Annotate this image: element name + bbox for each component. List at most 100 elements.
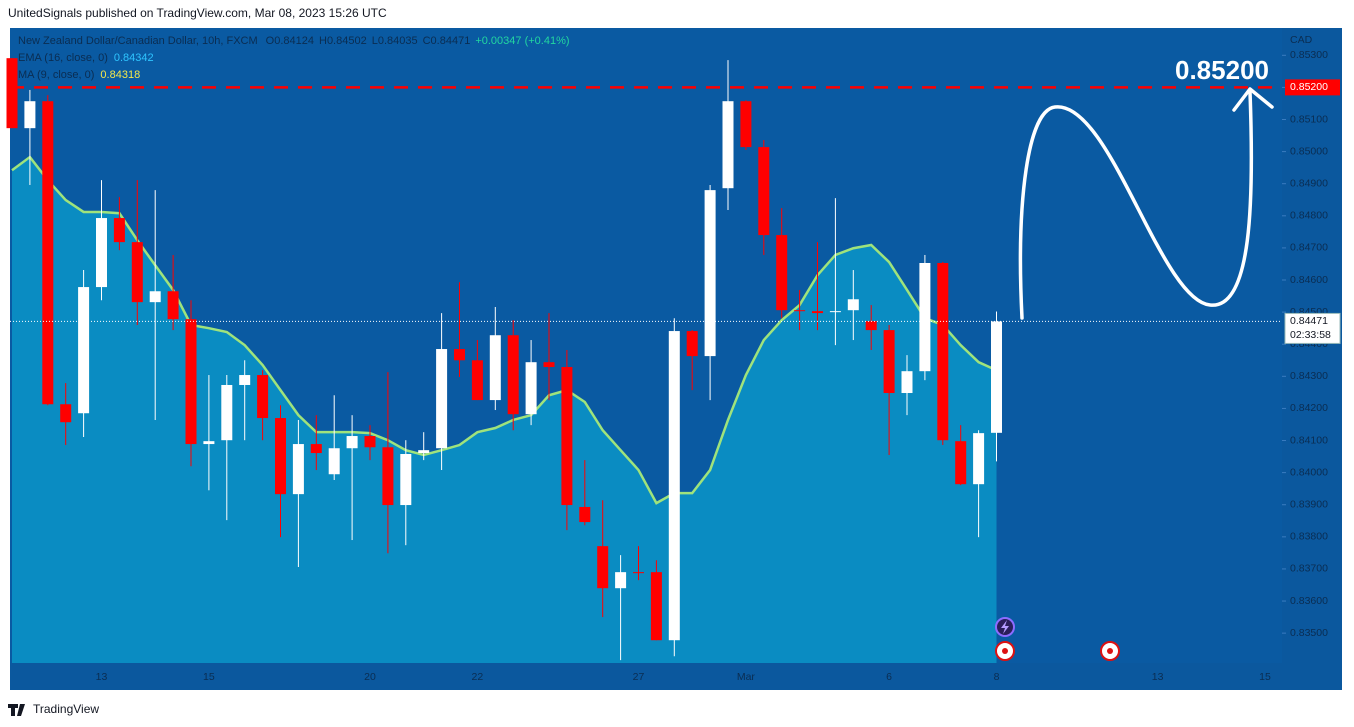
- candle-body: [149, 291, 161, 303]
- last-price-label: 0.84471: [1290, 315, 1328, 327]
- candle-body: [650, 572, 662, 641]
- y-tick-label: 0.84000: [1290, 466, 1328, 478]
- x-tick-label: 8: [994, 671, 1000, 683]
- candle-body: [543, 362, 555, 368]
- y-axis-label: CAD: [1290, 34, 1313, 46]
- candle-body: [740, 101, 752, 148]
- candle-body: [203, 441, 215, 445]
- candle-body: [937, 262, 949, 441]
- logo: [8, 704, 25, 716]
- candle-body: [328, 448, 340, 475]
- candle-body: [24, 101, 36, 129]
- y-tick-label: 0.84700: [1290, 242, 1328, 254]
- event-flag-glyph: [1107, 648, 1113, 654]
- candle-body: [96, 218, 107, 288]
- footer: TradingView: [33, 702, 99, 716]
- candle-body: [364, 436, 376, 448]
- ohlc: L0.84035: [372, 35, 418, 47]
- legend-value: 0.84342: [114, 52, 154, 64]
- candle-body: [597, 546, 609, 589]
- candle-body: [847, 299, 859, 311]
- candle-body: [346, 436, 358, 449]
- legend-value: 0.84318: [100, 69, 140, 81]
- header: UnitedSignals published on TradingView.c…: [8, 6, 387, 20]
- candle-body: [454, 349, 465, 361]
- y-tick-label: 0.85000: [1290, 145, 1328, 157]
- legend-entry: MA (9, close, 0) 0.84318: [18, 69, 140, 81]
- legend-text: MA (9, close, 0): [18, 69, 94, 81]
- candle-body: [507, 335, 519, 415]
- candle-body: [973, 433, 985, 485]
- candle-body: [185, 319, 197, 445]
- ohlc: C0.84471: [423, 35, 471, 47]
- x-tick-label: 20: [364, 671, 376, 683]
- y-tick-label: 0.85300: [1290, 49, 1328, 61]
- candle-body: [471, 360, 483, 401]
- x-tick-label: 27: [633, 671, 645, 683]
- candle-body: [955, 441, 967, 485]
- y-tick-label: 0.83700: [1290, 563, 1328, 575]
- candle-body: [561, 367, 573, 506]
- candle-body: [668, 331, 680, 641]
- candle-body: [436, 349, 448, 449]
- candle-body: [525, 362, 537, 415]
- candle-body: [382, 447, 394, 506]
- candle-body: [275, 418, 286, 495]
- y-tick-label: 0.84800: [1290, 210, 1328, 222]
- y-tick-label: 0.85100: [1290, 113, 1328, 125]
- candle-body: [131, 242, 143, 303]
- candle-body: [239, 375, 251, 385]
- candle-body: [901, 371, 913, 394]
- candle-body: [257, 375, 269, 419]
- candle-body: [883, 330, 895, 394]
- candle-body: [812, 311, 823, 314]
- candle-body: [704, 190, 716, 357]
- y-tick-label: 0.84200: [1290, 402, 1328, 414]
- candle-body: [829, 311, 841, 313]
- candle-body: [776, 235, 788, 311]
- candle-body: [579, 506, 591, 523]
- last-price-bg: [1284, 312, 1341, 344]
- ohlc: H0.84502: [319, 35, 367, 47]
- y-tick-label: 0.83500: [1290, 627, 1328, 639]
- candle-body: [78, 287, 90, 414]
- candle-body: [60, 404, 72, 423]
- candle-body: [865, 321, 877, 331]
- x-tick-label: 15: [1259, 671, 1271, 683]
- y-tick-label: 0.84600: [1290, 274, 1328, 286]
- event-flag-glyph: [1002, 648, 1008, 654]
- candle-body: [615, 572, 627, 589]
- candle-body: [758, 147, 770, 236]
- level-label: 0.85200: [1290, 81, 1328, 93]
- candle-body: [310, 444, 322, 454]
- y-tick-label: 0.84900: [1290, 177, 1328, 189]
- candle-body: [418, 450, 430, 454]
- candle-body: [991, 321, 1002, 433]
- candle-body: [42, 101, 54, 405]
- candle-body: [794, 310, 806, 312]
- y-tick-label: 0.84300: [1290, 370, 1328, 382]
- x-tick-label: 22: [472, 671, 484, 683]
- change: +0.00347 (+0.41%): [475, 35, 569, 47]
- drawn-arrow: [1232, 87, 1274, 112]
- candle-body: [400, 454, 412, 506]
- candle-body: [6, 58, 18, 129]
- x-tick-label: 13: [96, 671, 108, 683]
- candle-body: [489, 335, 501, 401]
- candle-body: [633, 572, 644, 574]
- y-tick-label: 0.84100: [1290, 434, 1328, 446]
- title: New Zealand Dollar/Canadian Dollar, 10h,…: [18, 35, 258, 47]
- legend: New Zealand Dollar/Canadian Dollar, 10h,…: [18, 35, 570, 81]
- annotation: 0.85200: [1175, 55, 1269, 85]
- countdown: 02:33:58: [1290, 329, 1331, 341]
- legend-entry: EMA (16, close, 0) 0.84342: [18, 52, 154, 64]
- candle-body: [919, 262, 931, 372]
- candle-body: [292, 444, 304, 495]
- indicator-area: [12, 157, 997, 663]
- candle-body: [722, 101, 734, 189]
- event-icon-glyph: [1001, 620, 1009, 634]
- ohlc: O0.84124: [266, 35, 314, 47]
- level-label-bg: [1285, 79, 1340, 96]
